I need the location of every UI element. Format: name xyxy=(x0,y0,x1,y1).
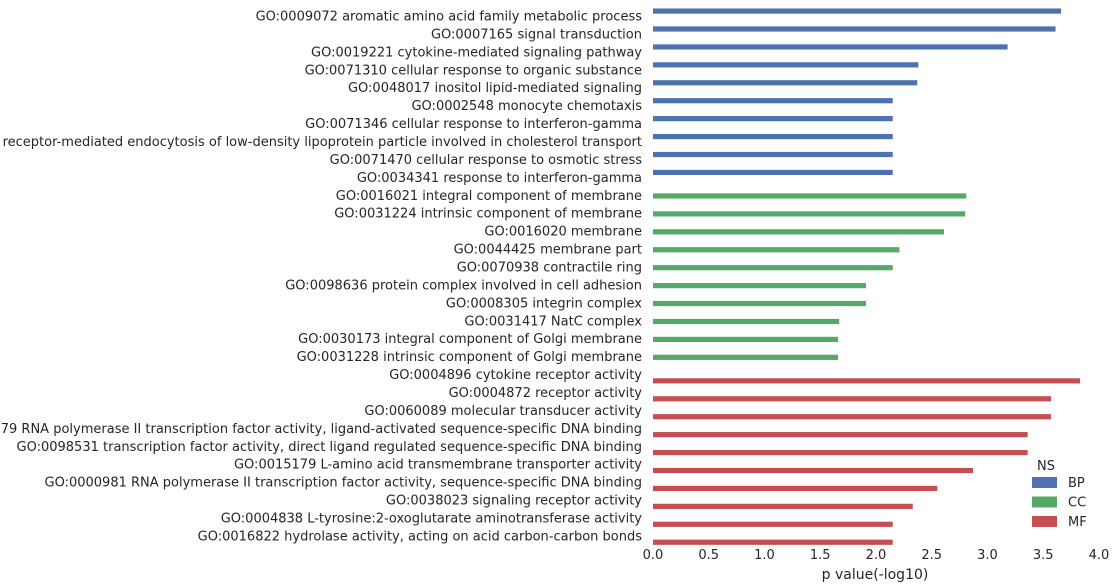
bar-bp xyxy=(653,8,1062,14)
bar-mf xyxy=(653,503,913,509)
legend-swatch-mf xyxy=(1032,516,1057,527)
bar-mf xyxy=(653,432,1028,438)
bar-cc xyxy=(653,283,866,289)
x-tick-label: 0.5 xyxy=(698,548,719,563)
x-tick-label: 0.0 xyxy=(643,548,664,563)
x-tick-label: 1.0 xyxy=(754,548,775,563)
category-label: GO:0031228 intrinsic component of Golgi … xyxy=(297,350,642,365)
legend-label-bp: BP xyxy=(1068,476,1085,491)
bar-mf xyxy=(653,521,893,527)
category-label: GO:0071310 cellular response to organic … xyxy=(305,63,642,78)
bar-bp xyxy=(653,116,893,122)
category-label: GO:0016020 membrane xyxy=(484,225,642,240)
category-label: GO:0004879 RNA polymerase II transcripti… xyxy=(0,422,642,437)
bar-bp xyxy=(653,62,919,68)
x-tick-labels-group: 0.0 0.5 1.0 1.5 2.0 2.5 3.0 3.5 4.0 xyxy=(643,548,1110,563)
legend-title: NS xyxy=(1037,459,1055,474)
legend-swatch-cc xyxy=(1032,496,1057,508)
legend-label-cc: CC xyxy=(1068,496,1086,511)
category-label: GO:0060089 molecular transducer activity xyxy=(364,404,642,419)
legend-swatch-bp xyxy=(1032,477,1057,488)
bar-cc xyxy=(653,336,839,343)
bar-mf xyxy=(653,467,974,474)
bar-cc xyxy=(653,265,893,271)
bar-cc xyxy=(653,193,967,199)
category-label: GO:0044425 membrane part xyxy=(454,243,642,258)
x-tick-label: 2.0 xyxy=(866,548,887,563)
category-label: GO:0034341 response to interferon-gamma xyxy=(357,171,642,186)
category-label: GO:0031417 NatC complex xyxy=(464,314,642,329)
category-label: GO:0000981 RNA polymerase II transcripti… xyxy=(45,476,642,491)
category-label: GO:0007165 signal transduction xyxy=(431,27,642,42)
bars-group xyxy=(653,8,1081,545)
bar-cc xyxy=(653,318,840,325)
category-label: GO:0004838 L-tyrosine:2-oxoglutarate ami… xyxy=(221,512,643,527)
category-label: GO:0009072 aromatic amino acid family me… xyxy=(256,9,643,24)
bar-mf xyxy=(653,449,1028,456)
bar-bp xyxy=(653,133,893,140)
category-label: GO:0098636 protein complex involved in c… xyxy=(285,278,642,293)
legend-entries: BP CC MF xyxy=(1032,476,1087,530)
legend-label-mf: MF xyxy=(1068,515,1087,530)
category-label: GO:0098531 transcription factor activity… xyxy=(17,440,642,455)
bar-cc xyxy=(653,247,900,253)
bar-mf xyxy=(653,414,1052,420)
legend: NS BP CC MF xyxy=(1032,459,1087,530)
category-label: GO:0038023 signaling receptor activity xyxy=(386,494,642,509)
category-label: GO:0008305 integrin complex xyxy=(446,296,642,311)
category-label: GO:0031224 intrinsic component of membra… xyxy=(334,207,642,222)
category-labels-group: GO:0009072 aromatic amino acid family me… xyxy=(0,9,642,544)
category-label: GO:0016021 integral component of membran… xyxy=(336,189,642,204)
x-tick-label: 3.0 xyxy=(977,548,998,563)
x-tick-label: 4.0 xyxy=(1089,548,1110,563)
bar-bp xyxy=(653,98,893,104)
bar-cc xyxy=(653,229,945,235)
category-label: GO:0071470 cellular response to osmotic … xyxy=(330,153,643,168)
category-label: GO:0048017 inositol lipid-mediated signa… xyxy=(348,81,642,96)
bar-mf xyxy=(653,485,938,492)
bar-mf xyxy=(653,396,1052,402)
bar-bp xyxy=(653,80,918,86)
category-label: GO:0071346 cellular response to interfer… xyxy=(305,117,642,132)
category-label: GO:0030173 integral component of Golgi m… xyxy=(298,332,642,347)
bar-bp xyxy=(653,151,893,158)
category-label: GO:0002548 monocyte chemotaxis xyxy=(411,99,642,114)
category-label: GO:0016822 hydrolase activity, acting on… xyxy=(198,529,643,544)
x-tick-label: 2.5 xyxy=(921,548,942,563)
bar-bp xyxy=(653,44,1008,50)
bar-bp xyxy=(653,169,893,176)
category-label: GO:0090118 receptor-mediated endocytosis… xyxy=(0,135,642,150)
category-label: GO:0070938 contractile ring xyxy=(457,260,642,275)
bar-mf xyxy=(653,539,893,545)
category-label: GO:0004896 cytokine receptor activity xyxy=(389,368,642,383)
x-tick-label: 1.5 xyxy=(810,548,831,563)
category-label: GO:0015179 L-amino acid transmembrane tr… xyxy=(234,458,642,473)
category-label: GO:0004872 receptor activity xyxy=(449,386,643,401)
category-label: GO:0019221 cytokine-mediated signaling p… xyxy=(311,45,642,60)
x-axis-label: p value(-log10) xyxy=(822,567,929,583)
x-tick-label: 3.5 xyxy=(1033,548,1054,563)
bar-bp xyxy=(653,26,1056,32)
bar-cc xyxy=(653,354,839,360)
bar-cc xyxy=(653,300,866,307)
bar-cc xyxy=(653,211,966,217)
bar-mf xyxy=(653,378,1081,384)
